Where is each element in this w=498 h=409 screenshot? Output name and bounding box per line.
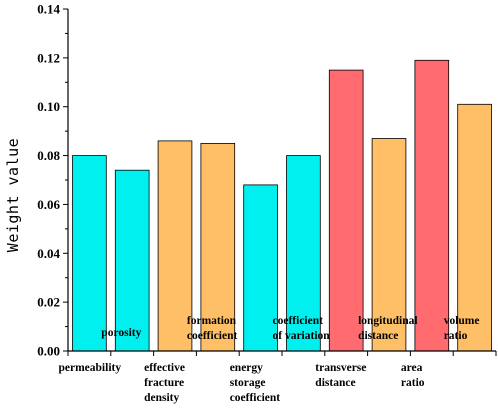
bar-4 [243, 184, 278, 352]
y-tick-label: 0.12 [37, 50, 60, 65]
x-category-label-9: volume ratio [444, 315, 480, 342]
bar-7 [371, 138, 407, 352]
x-category-label-4: energy storage coefficient [230, 362, 281, 404]
y-tick-label: 0.06 [37, 197, 60, 212]
y-tick-label: 0.08 [37, 148, 60, 163]
x-category-label-6: transverse distance [315, 362, 366, 389]
bar-0 [72, 155, 107, 352]
y-tick-label: 0.14 [37, 2, 60, 17]
bar-3 [200, 142, 236, 352]
x-category-label-2: effective fracture density [144, 362, 185, 404]
x-category-label-5: coefficient of variation [273, 315, 331, 342]
y-tick-label: 0.04 [37, 246, 60, 261]
bar-1 [114, 169, 150, 352]
bar-8 [414, 59, 450, 352]
x-category-label-0: permeability [59, 362, 122, 374]
y-tick-label: 0.10 [37, 99, 60, 114]
bar-5 [286, 155, 321, 352]
x-category-label-1: porosity [101, 327, 141, 339]
x-category-label-3: formation coefficient [187, 315, 238, 342]
y-axis-label: Weight value [4, 138, 22, 252]
bars-group [72, 59, 492, 352]
axes-group: 0.00 0.02 0.04 0.06 0.08 0.10 0.12 0.14 [37, 2, 497, 359]
y-tick-label: 0.00 [37, 344, 60, 359]
x-category-label-8: area ratio [401, 362, 425, 389]
y-tick-label: 0.02 [37, 295, 60, 310]
x-category-label-7: longitudinal distance [358, 315, 417, 342]
bar-9 [457, 103, 492, 352]
labels-group: permeability porosity effective fracture den… [59, 315, 480, 404]
bar-2 [157, 140, 193, 352]
bar-6 [328, 69, 364, 352]
